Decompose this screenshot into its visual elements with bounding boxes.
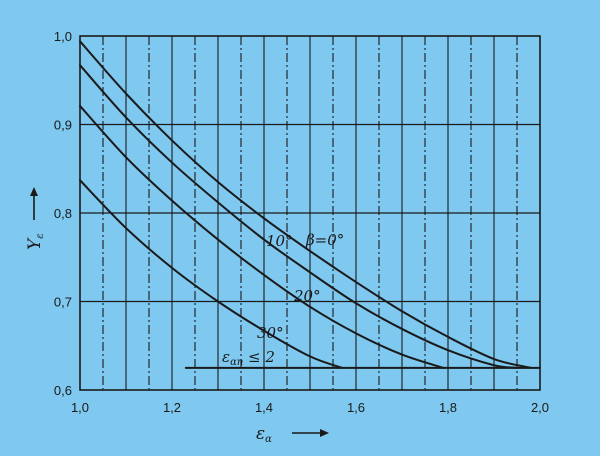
label-20deg: 20° xyxy=(293,287,321,305)
y-axis-title-group: Yε xyxy=(25,187,46,250)
x-tick-label: 1,2 xyxy=(163,400,181,415)
x-tick-label: 2,0 xyxy=(531,400,549,415)
x-tick-label: 1,8 xyxy=(439,400,457,415)
series-line-3 xyxy=(79,179,344,369)
ean-main: ε xyxy=(222,348,230,366)
y-axis-arrow xyxy=(30,187,38,220)
y-title-main: Y xyxy=(25,237,45,250)
y-tick-label: 1,0 xyxy=(54,29,72,44)
grid xyxy=(80,36,540,390)
ean-rest: ≤ 2 xyxy=(243,348,275,366)
tick-labels: 1,0 1,2 1,4 1,6 1,8 2,0 0,6 0,7 0,8 0,9 1,0 xyxy=(54,29,549,415)
x-tick-label: 1,6 xyxy=(347,400,365,415)
x-title-sub: α xyxy=(265,434,272,445)
y-tick-label: 0,6 xyxy=(54,383,72,398)
label-beta0: β=0° xyxy=(305,231,344,249)
ean-sub: αn xyxy=(230,357,243,368)
y-tick-label: 0,8 xyxy=(54,206,72,221)
x-title-main: ε xyxy=(256,424,265,444)
label-10deg: 10° xyxy=(266,232,293,250)
y-tick-label: 0,9 xyxy=(54,118,72,133)
label-30deg: 30° xyxy=(257,324,284,342)
y-title-sub: ε xyxy=(35,233,46,238)
series-line-2 xyxy=(79,104,445,369)
y-axis-title: Yε xyxy=(25,233,46,250)
series-line-0 xyxy=(79,40,532,369)
curves xyxy=(79,40,541,369)
plot-frame xyxy=(79,35,541,391)
series-line-1 xyxy=(79,64,518,369)
x-axis-arrow xyxy=(292,429,329,437)
x-tick-label: 1,0 xyxy=(71,400,89,415)
label-epsilon-alpha-n: εαn ≤ 2 xyxy=(222,348,275,368)
x-tick-label: 1,4 xyxy=(255,400,273,415)
y-tick-label: 0,7 xyxy=(54,295,72,310)
x-axis-title: εα xyxy=(256,424,272,445)
